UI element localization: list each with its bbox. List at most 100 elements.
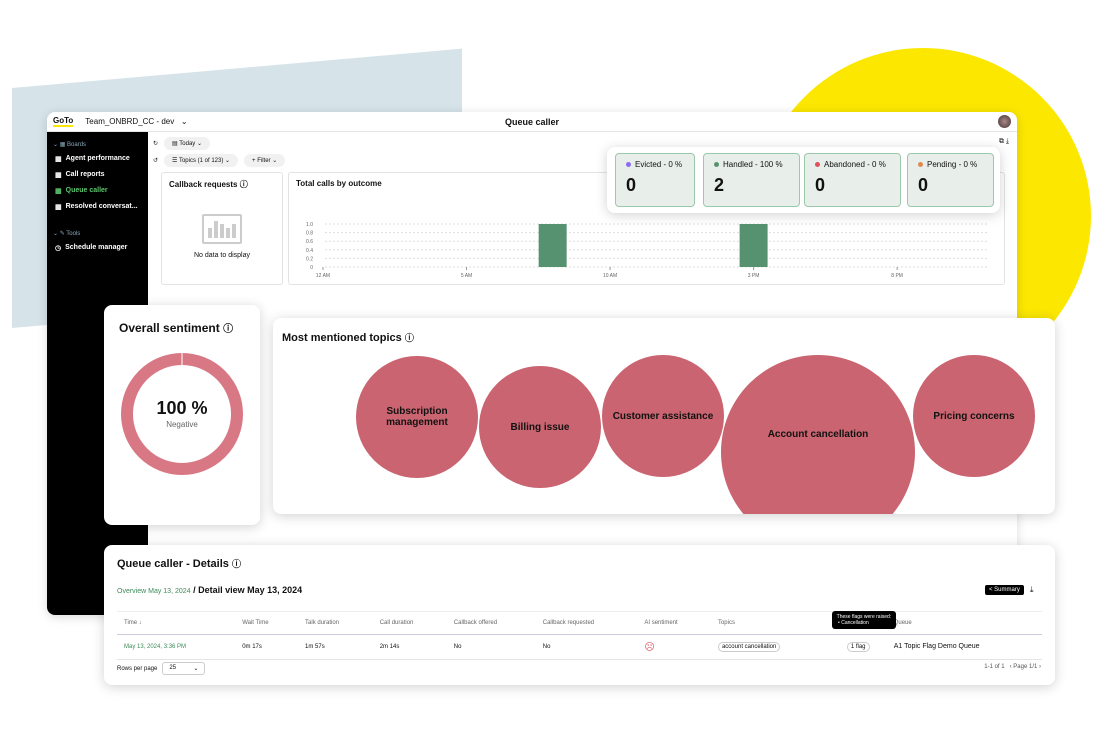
topic-bubble[interactable]: Billing issue xyxy=(479,366,601,488)
stat-tile[interactable]: Evicted - 0 % 0 xyxy=(615,153,695,207)
cell-time[interactable]: May 13, 2024, 3:36 PM xyxy=(117,634,236,660)
filter-button[interactable]: + Filter ⌄ xyxy=(244,154,286,167)
sidebar-item-queue-caller[interactable]: ▦ Queue caller xyxy=(55,187,108,195)
clock-icon: ◷ xyxy=(55,245,62,252)
callback-panel: Callback requests ⓘ No data to display xyxy=(161,172,283,285)
y-tick-label: 0.2 xyxy=(306,256,313,262)
details-table: Time ↓ Wait Time Talk duration Call duratio… xyxy=(117,611,1042,660)
prev-page-button[interactable]: ‹ xyxy=(1009,664,1012,670)
stat-value: 0 xyxy=(815,175,826,195)
column-header[interactable]: AI sentiment xyxy=(637,611,711,635)
sidebar-item-resolved[interactable]: ▦ Resolved conversat... xyxy=(55,203,138,211)
stat-value: 2 xyxy=(714,175,725,195)
info-icon[interactable]: ⓘ xyxy=(239,180,248,189)
download-icon[interactable]: ⤓ xyxy=(1030,585,1034,594)
column-header[interactable]: Time ↓ xyxy=(117,611,236,635)
y-tick-label: 1.0 xyxy=(306,222,313,228)
sentiment-value: 100 % xyxy=(156,398,208,418)
stat-tile[interactable]: Handled - 100 % 2 xyxy=(703,153,800,207)
table-row[interactable]: May 13, 2024, 3:36 PM 0m 17s 1m 57s 2m 1… xyxy=(117,611,1042,660)
chart-title: Total calls by outcome xyxy=(296,179,382,188)
sentiment-label: Negative xyxy=(166,420,198,429)
x-tick-label: 10 AM xyxy=(603,273,617,279)
sidebar-group-tools[interactable]: ⌄ ✎ Tools xyxy=(53,231,81,237)
info-icon[interactable]: ⓘ xyxy=(404,333,414,343)
x-tick-label: 3 PM xyxy=(748,273,760,279)
cell-wait: 0m 17s xyxy=(235,634,299,660)
topic-bubble[interactable]: Subscription management xyxy=(356,356,478,478)
column-header[interactable]: Call duration xyxy=(372,611,447,635)
flag-badge[interactable]: 1 flag xyxy=(846,642,870,652)
empty-chart-icon xyxy=(202,214,242,244)
top-bar: GoTo Team_ONBRD_CC - dev ⌄ Queue caller xyxy=(47,112,1017,132)
column-header[interactable]: Callback requested xyxy=(535,611,638,635)
x-tick-label: 5 AM xyxy=(461,273,472,279)
stat-value: 0 xyxy=(626,175,637,195)
status-dot xyxy=(918,162,923,167)
calls-chart: 0 0.2 0.4 0.6 0.8 1.0 12 AM 5 AM 10 AM 3 PM 8 PM xyxy=(306,222,989,279)
reset-icon[interactable]: ↺ xyxy=(153,158,159,164)
chart-bar xyxy=(538,224,567,267)
info-icon[interactable]: ⓘ xyxy=(223,324,234,335)
status-dot xyxy=(626,162,631,167)
details-card: Queue caller - Details ⓘ Overview May 13… xyxy=(104,545,1055,685)
page-title: Queue caller xyxy=(504,116,560,127)
column-header[interactable]: Callback offered xyxy=(446,611,536,635)
grid-icon: ▦ xyxy=(55,156,62,163)
y-tick-label: 0.4 xyxy=(306,248,313,254)
refresh-icon[interactable]: ↻ xyxy=(153,141,159,147)
date-select[interactable]: ▤ Today ⌄ xyxy=(164,137,210,150)
cell-offered: No xyxy=(446,634,536,660)
sentiment-donut xyxy=(121,353,243,475)
next-page-button[interactable]: › xyxy=(1039,664,1041,670)
stats-card: Evicted - 0 % 0 Handled - 100 % 2 Abandoned … xyxy=(607,147,1000,213)
avatar[interactable] xyxy=(998,115,1011,128)
workspace-select[interactable]: Team_ONBRD_CC - dev ⌄ xyxy=(85,117,188,126)
pagination-range: 1-1 of 1 xyxy=(984,664,1005,670)
y-tick-label: 0 xyxy=(310,265,313,271)
column-header[interactable]: Wait Time xyxy=(235,611,299,635)
breadcrumb-overview-link[interactable]: Overview May 13, 2024 xyxy=(117,588,191,595)
y-tick-label: 0.6 xyxy=(306,239,313,245)
card-title: Most mentioned topics xyxy=(282,332,402,344)
card-title: Overall sentiment xyxy=(119,321,220,335)
toolbar-row-1: ↻ ▤ Today ⌄ xyxy=(153,137,210,150)
grid-icon: ▦ xyxy=(55,204,62,211)
cell-queue: A1 Topic Flag Demo Queue xyxy=(886,634,1042,660)
topic-bubble[interactable]: Customer assistance xyxy=(602,355,724,477)
x-tick-label: 8 PM xyxy=(891,273,903,279)
info-icon[interactable]: ⓘ xyxy=(231,559,241,569)
sidebar-item-call-reports[interactable]: ▦ Call reports xyxy=(55,171,105,179)
column-header[interactable]: Queue xyxy=(886,611,1042,635)
topics-select[interactable]: ☰ Topics (1 of 123) ⌄ xyxy=(164,154,239,167)
column-header[interactable]: Topics xyxy=(710,611,830,635)
rows-per-page-select[interactable]: 25 ⌄ xyxy=(162,662,206,675)
stat-tile[interactable]: Pending - 0 % 0 xyxy=(907,153,994,207)
sidebar-item-agent-performance[interactable]: ▦ Agent performance xyxy=(55,155,130,163)
topics-card: Most mentioned topics ⓘ Subscription man… xyxy=(273,318,1055,514)
empty-message: No data to display xyxy=(193,252,251,259)
flags-tooltip: These flags were raised: • Cancellation xyxy=(831,611,897,629)
copy-icon[interactable]: ⧉ xyxy=(998,138,1004,145)
stat-tile[interactable]: Abandoned - 0 % 0 xyxy=(804,153,901,207)
sentiment-card: Overall sentiment ⓘ 100 % Negative xyxy=(104,305,260,525)
cell-talk: 1m 57s xyxy=(298,634,373,660)
sad-face-icon: ☹ xyxy=(637,634,711,660)
rows-per-page-label: Rows per page xyxy=(117,665,158,672)
status-dot xyxy=(714,162,719,167)
topic-bubble[interactable]: Account cancellation xyxy=(721,355,915,514)
topic-tag[interactable]: account cancellation xyxy=(717,642,781,652)
download-icon[interactable]: ⤓ xyxy=(1005,138,1009,145)
summary-button[interactable]: < Summary xyxy=(985,585,1024,595)
sidebar-group-boards[interactable]: ⌄ ▦ Boards xyxy=(53,142,87,148)
stat-value: 0 xyxy=(918,175,929,195)
column-header[interactable]: Talk duration xyxy=(298,611,373,635)
grid-icon: ▦ xyxy=(55,172,62,179)
cell-requested: No xyxy=(535,634,638,660)
topic-bubble[interactable]: Pricing concerns xyxy=(913,355,1035,477)
breadcrumb-current: / Detail view May 13, 2024 xyxy=(193,585,303,595)
panel-title: Callback requests xyxy=(169,180,238,189)
y-tick-label: 0.8 xyxy=(306,231,313,237)
sidebar-item-schedule-manager[interactable]: ◷ Schedule manager xyxy=(55,244,128,252)
x-tick-label: 12 AM xyxy=(316,273,330,279)
